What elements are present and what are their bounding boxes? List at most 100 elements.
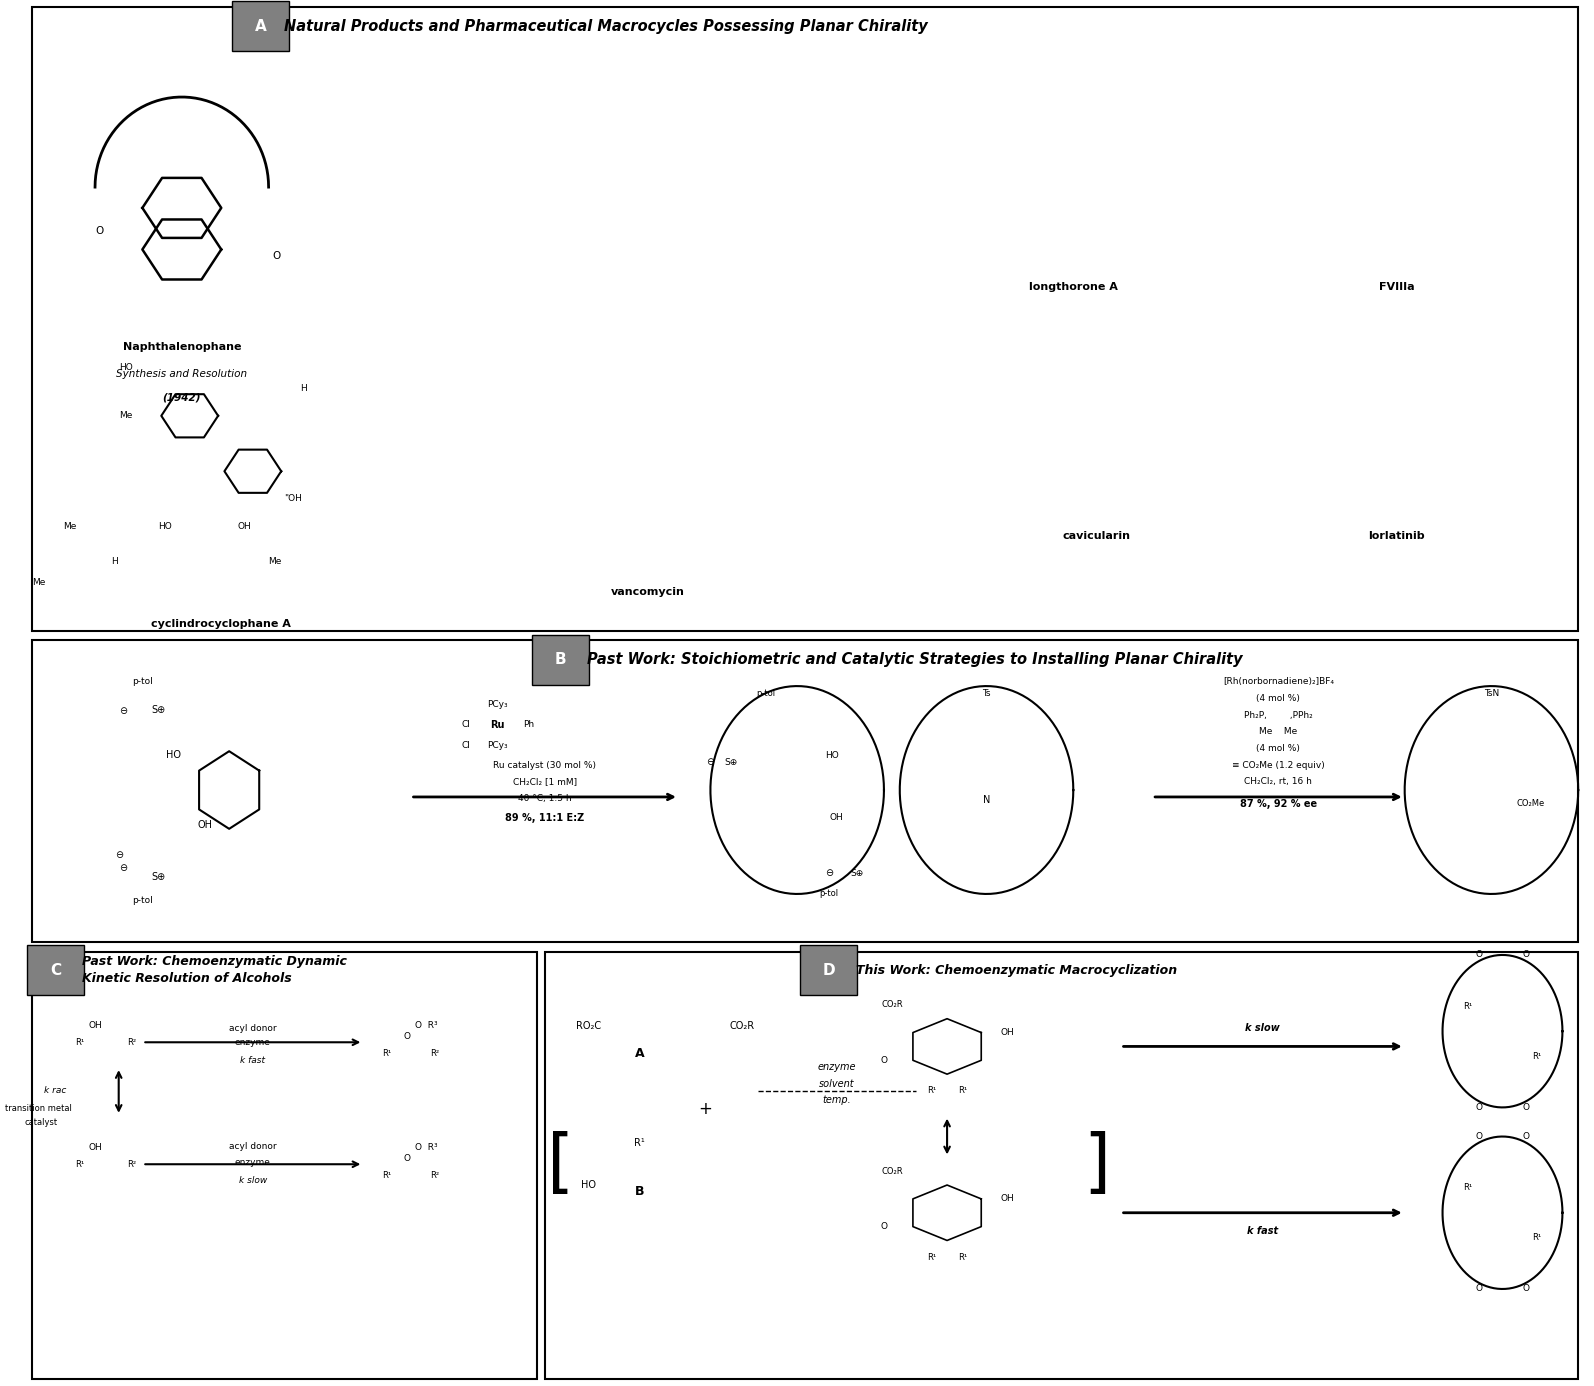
Text: R¹: R¹ [1463, 1002, 1473, 1010]
Text: Cl: Cl [461, 742, 470, 750]
Text: S⊕: S⊕ [724, 758, 738, 766]
Text: C: C [49, 963, 61, 977]
Text: p-tol: p-tol [756, 689, 775, 697]
Text: R¹: R¹ [1532, 1052, 1541, 1060]
Text: O: O [1476, 951, 1482, 959]
Text: OH: OH [830, 814, 843, 822]
Text: Me    Me: Me Me [1259, 728, 1298, 736]
Text: Cl: Cl [461, 721, 470, 729]
Text: k rac: k rac [45, 1087, 67, 1095]
Text: N: N [983, 794, 990, 805]
Text: R¹: R¹ [75, 1160, 84, 1168]
Text: OH: OH [88, 1021, 102, 1030]
Text: Synthesis and Resolution: Synthesis and Resolution [116, 369, 247, 380]
Text: OH: OH [88, 1143, 102, 1152]
Text: CO₂Me: CO₂Me [1517, 800, 1545, 808]
Text: CO₂R: CO₂R [730, 1020, 754, 1031]
Text: k slow: k slow [239, 1177, 266, 1185]
Text: Past Work: Chemoenzymatic Dynamic
Kinetic Resolution of Alcohols: Past Work: Chemoenzymatic Dynamic Kineti… [83, 955, 347, 985]
Text: H: H [112, 557, 118, 565]
Text: ⊖: ⊖ [120, 705, 128, 717]
Text: FVIIIa: FVIIIa [1379, 281, 1414, 292]
Text: Me: Me [269, 557, 282, 565]
Text: O: O [1476, 1103, 1482, 1112]
Text: [Rh(norbornadiene)₂]BF₄: [Rh(norbornadiene)₂]BF₄ [1223, 678, 1334, 686]
Text: Natural Products and Pharmaceutical Macrocycles Possessing Planar Chirality: Natural Products and Pharmaceutical Macr… [284, 19, 928, 33]
Text: 40 °C, 1.5 h: 40 °C, 1.5 h [518, 794, 572, 802]
Text: (4 mol %): (4 mol %) [1256, 694, 1301, 703]
Text: S⊕: S⊕ [151, 872, 166, 883]
Text: ]: ] [1084, 1131, 1111, 1198]
Text: B: B [555, 653, 566, 667]
Text: R¹: R¹ [926, 1253, 936, 1261]
Text: OH: OH [999, 1028, 1014, 1037]
Text: This Work: Chemoenzymatic Macrocyclization: This Work: Chemoenzymatic Macrocyclizati… [856, 963, 1176, 977]
Text: O: O [1476, 1285, 1482, 1293]
Text: solvent: solvent [819, 1078, 854, 1089]
Text: Me: Me [64, 523, 77, 531]
Text: R²: R² [430, 1049, 438, 1058]
Text: A: A [634, 1046, 644, 1060]
Text: H: H [300, 384, 308, 392]
Text: ⊖: ⊖ [120, 862, 128, 873]
Text: Me: Me [32, 578, 45, 586]
Text: (1942): (1942) [163, 392, 201, 403]
Text: temp.: temp. [823, 1095, 851, 1106]
Text: B: B [634, 1185, 644, 1199]
Bar [233, 1, 289, 51]
Text: longthorone A: longthorone A [1028, 281, 1117, 292]
Text: p-tol: p-tol [819, 890, 838, 898]
Text: Ru catalyst (30 mol %): Ru catalyst (30 mol %) [493, 761, 596, 769]
Text: O: O [403, 1033, 411, 1041]
Text: R¹: R¹ [383, 1049, 392, 1058]
Text: k slow: k slow [1245, 1023, 1280, 1034]
Text: CH₂Cl₂, rt, 16 h: CH₂Cl₂, rt, 16 h [1245, 778, 1312, 786]
Text: R¹: R¹ [958, 1253, 968, 1261]
Text: HO: HO [158, 523, 172, 531]
Text: PCy₃: PCy₃ [488, 742, 508, 750]
Text: k fast: k fast [241, 1056, 265, 1064]
Text: acyl donor: acyl donor [230, 1024, 277, 1033]
Text: R¹: R¹ [1463, 1184, 1473, 1192]
Text: O  R³: O R³ [414, 1021, 438, 1030]
Text: +: + [698, 1100, 713, 1117]
Text: Past Work: Stoichiometric and Catalytic Strategies to Installing Planar Chiralit: Past Work: Stoichiometric and Catalytic … [587, 653, 1243, 667]
Text: R¹: R¹ [75, 1038, 84, 1046]
Text: Ph₂P,        ,PPh₂: Ph₂P, ,PPh₂ [1243, 711, 1313, 719]
Text: R¹: R¹ [383, 1171, 392, 1179]
Text: R¹: R¹ [958, 1087, 968, 1095]
Text: p-tol: p-tol [132, 678, 153, 686]
Text: transition metal: transition metal [5, 1105, 72, 1113]
Text: acyl donor: acyl donor [230, 1142, 277, 1150]
Text: S⊕: S⊕ [151, 704, 166, 715]
Text: "OH: "OH [284, 495, 303, 503]
Text: p-tol: p-tol [132, 897, 153, 905]
Text: O: O [1522, 1285, 1530, 1293]
Text: HO: HO [118, 363, 132, 371]
Text: catalyst: catalyst [26, 1119, 57, 1127]
Text: R²: R² [128, 1038, 135, 1046]
Text: CO₂R: CO₂R [881, 1001, 902, 1009]
Text: R¹: R¹ [926, 1087, 936, 1095]
Text: O: O [273, 251, 281, 262]
Text: CO₂R: CO₂R [881, 1167, 902, 1175]
Text: Ru: Ru [489, 719, 505, 730]
Text: HO: HO [166, 750, 182, 761]
Text: enzyme: enzyme [234, 1159, 271, 1167]
Text: ⊖: ⊖ [115, 850, 123, 861]
Text: O: O [880, 1222, 888, 1231]
Text: Naphthalenophane: Naphthalenophane [123, 341, 241, 352]
Text: O: O [1476, 1132, 1482, 1141]
Bar [27, 945, 84, 995]
Bar [532, 635, 588, 685]
Text: HO: HO [826, 751, 838, 760]
Text: Me: Me [118, 412, 132, 420]
Text: OH: OH [238, 523, 250, 531]
Text: ⊖: ⊖ [706, 757, 714, 768]
Text: D: D [823, 963, 835, 977]
Text: lorlatinib: lorlatinib [1369, 531, 1425, 542]
Text: 87 %, 92 % ee: 87 %, 92 % ee [1240, 798, 1317, 809]
Text: O  R³: O R³ [414, 1143, 438, 1152]
Text: HO: HO [582, 1179, 596, 1191]
Text: k fast: k fast [1247, 1225, 1278, 1236]
